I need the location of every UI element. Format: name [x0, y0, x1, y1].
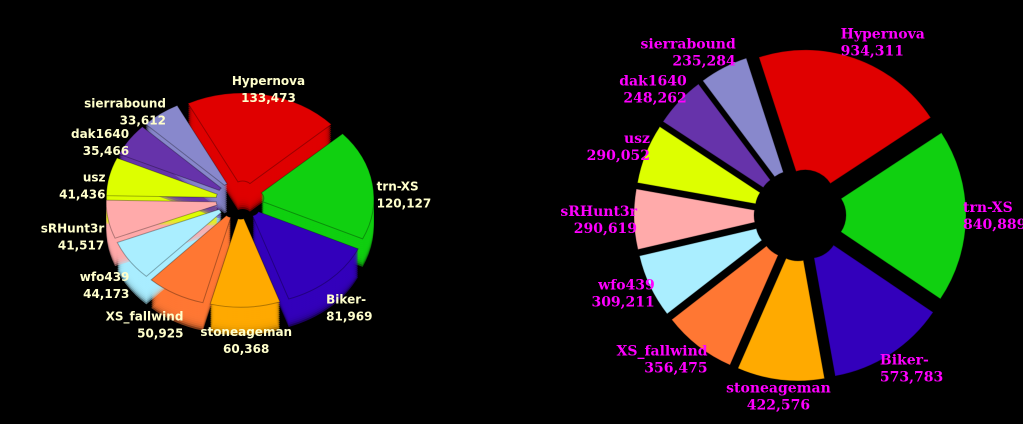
- slice-value-label: 290,052: [587, 148, 650, 164]
- slice-label: usz: [624, 131, 650, 147]
- slice-value-label: 309,211: [591, 295, 654, 311]
- slice-tops: [633, 49, 967, 382]
- slice: [105, 157, 218, 198]
- slice: [636, 125, 761, 205]
- slice-value-label: 356,475: [644, 360, 707, 376]
- slice-label: sierrabound: [84, 97, 166, 111]
- slice-label: sRHunt3r: [41, 222, 105, 236]
- slice-label: sRHunt3r: [560, 204, 637, 220]
- slice-label: wfo439: [597, 278, 655, 294]
- slice: [105, 199, 218, 239]
- slice: [813, 244, 934, 377]
- slice: [638, 228, 763, 315]
- slice-label: XS_fallwind: [617, 343, 708, 359]
- slice-value-label: 81,969: [326, 310, 372, 324]
- slice: [144, 104, 228, 187]
- pie-chart: [633, 49, 967, 382]
- slice-label: XS_fallwind: [106, 309, 184, 324]
- slice: [840, 132, 967, 300]
- slice-label: dak1640: [619, 74, 687, 90]
- slice: [671, 245, 779, 366]
- slice: [758, 49, 932, 185]
- slice-label: trn-XS: [963, 200, 1013, 216]
- slice-value-label: 41,517: [58, 239, 104, 253]
- slice-value-label: 290,619: [574, 221, 637, 237]
- slice-label: Biker-: [326, 293, 366, 307]
- slice-value-label: 840,889: [963, 217, 1023, 233]
- slice-label: stoneageman: [200, 325, 292, 339]
- slice-tops: [105, 92, 375, 308]
- slice: [260, 133, 375, 240]
- slice-label: Hypernova: [232, 74, 305, 88]
- slice-value-label: 44,173: [83, 287, 129, 301]
- slice-value-label: 133,473: [241, 91, 296, 105]
- slice-value-label: 422,576: [747, 398, 810, 414]
- slice-label: Hypernova: [841, 26, 925, 42]
- slice-value-label: 41,436: [59, 188, 105, 202]
- slice: [737, 257, 826, 382]
- slice-value-label: 50,925: [137, 326, 183, 340]
- slice-value-label: 120,127: [377, 196, 432, 210]
- slice: [662, 83, 772, 189]
- slice: [633, 188, 756, 251]
- slice-label: sierrabound: [641, 37, 736, 53]
- pie-chart: [105, 92, 375, 336]
- slice: [702, 57, 784, 178]
- slice: [116, 208, 223, 278]
- slice-label: trn-XS: [377, 179, 419, 193]
- slice: [150, 214, 232, 304]
- slice-value-label: 60,368: [223, 342, 269, 356]
- slice-value-label: 934,311: [841, 43, 904, 59]
- slice-label: wfo439: [80, 270, 130, 284]
- slice-label: stoneageman: [726, 381, 831, 397]
- slice: [187, 92, 333, 185]
- slice: [118, 126, 223, 192]
- slice: [251, 211, 359, 300]
- slice-value-label: 248,262: [623, 91, 686, 107]
- slice-value-label: 33,612: [120, 114, 166, 128]
- slice-value-label: 573,783: [880, 369, 943, 385]
- slice-label: Biker-: [880, 352, 929, 368]
- slice: [209, 218, 281, 308]
- slice-label: usz: [83, 171, 106, 185]
- slice-value-label: 35,466: [83, 144, 129, 158]
- slice-label: dak1640: [71, 127, 129, 141]
- slice-value-label: 235,284: [672, 54, 736, 70]
